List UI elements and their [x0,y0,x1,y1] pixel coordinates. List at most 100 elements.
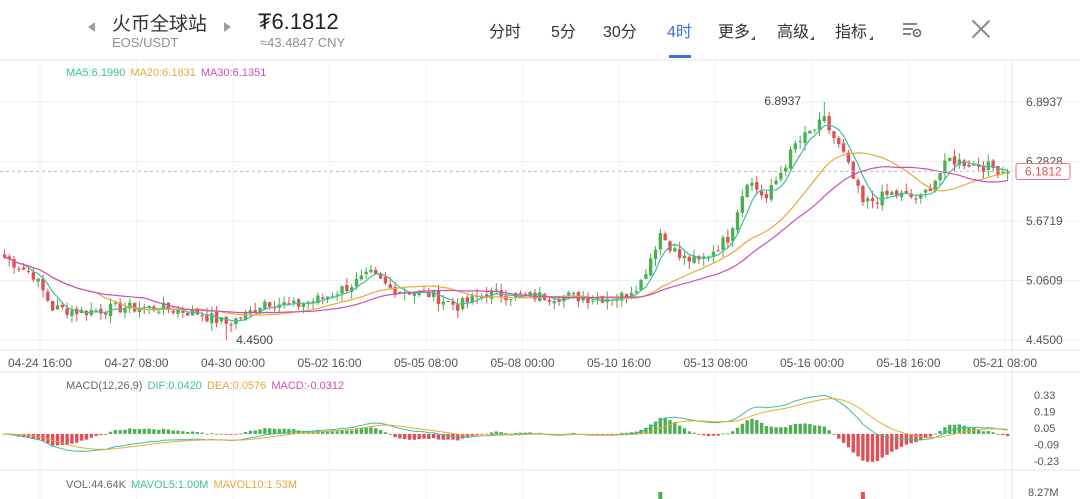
macd-bar [817,425,822,434]
chevron-left-icon[interactable] [88,22,95,32]
macd-bar [239,433,243,435]
tab-4hour[interactable]: 4时 [667,24,692,41]
volume-bar [658,492,663,499]
macd-bar [923,433,928,439]
macd-bar [972,427,976,434]
tab-advanced[interactable]: 高级 [777,24,810,41]
x-tick-label: 05-16 00:00 [780,356,844,370]
macd-bar [861,433,865,461]
candle-body [137,308,142,312]
candle-body [456,304,460,311]
macd-bar [214,433,219,435]
candle-body [123,308,127,313]
x-tick-label: 05-02 16:00 [297,356,361,370]
ma30-legend: MA30:6.1351 [200,67,267,79]
candle-body [157,311,161,313]
candle-body [682,255,687,259]
candle-body [567,292,571,296]
macd-tick-label: -0.23 [1034,456,1059,468]
macd-bar [808,424,812,434]
tab-5min[interactable]: 5分 [551,24,576,41]
candle-body [624,294,629,297]
macd-bar [779,427,783,434]
candle-body [528,291,532,296]
macd-bar [374,428,378,434]
macd-bar [50,433,55,446]
macd-bar [335,431,339,434]
macd-bar [75,433,79,443]
candle-body [431,290,436,297]
candle-body [981,165,986,172]
candle-body [22,267,26,270]
macd-bar [518,432,523,434]
candle-body [335,294,339,296]
x-tick-label: 05-21 08:00 [973,356,1037,370]
macd-bar [301,430,306,434]
dif-legend: DIF:0.0420 [147,380,202,392]
candle-body [171,311,175,313]
tab-timeshare[interactable]: 分时 [489,24,522,41]
candle-body [393,286,397,295]
active-tab-indicator [669,55,691,58]
macd-value-legend: MACD:-0.0312 [271,380,345,392]
candle-body [586,296,590,304]
tab-indicators[interactable]: 指标 [835,24,868,41]
candle-body [928,188,933,192]
settings-icon[interactable] [902,20,922,40]
candle-body [50,301,55,311]
macd-bar [615,433,619,435]
tab-30min[interactable]: 30分 [603,24,637,41]
candle-body [451,301,455,305]
candle-body [759,191,764,196]
volume-bar [860,492,865,499]
macd-bar [697,433,701,435]
macd-bar [957,424,962,434]
macd-bar [986,431,990,434]
macd-bar [682,428,687,434]
candle-body [210,313,214,324]
tab-more[interactable]: 更多 [718,24,751,41]
x-tick-label: 04-27 08:00 [104,356,168,370]
chevron-right-icon[interactable] [224,22,231,32]
macd-bar [263,428,267,434]
candle-body [571,292,576,295]
candle-body [938,173,942,181]
macd-bar [475,433,479,435]
macd-bar [798,423,802,434]
macd-bar [157,429,161,434]
candle-body [649,258,653,276]
macd-bar [730,431,735,434]
axes: 04-24 16:00 04-27 08:00 04-30 00:00 05-02 1… [0,94,1071,499]
macd-bar [60,433,64,446]
candle-body [866,198,870,202]
candle-body [359,275,363,280]
macd-bar [248,430,253,434]
candle-body [919,194,923,199]
macd-bar [407,433,412,440]
x-tick-label: 04-30 00:00 [201,356,265,370]
macd-bar [711,433,716,436]
candle-body [967,164,971,167]
candle-body [711,251,716,258]
macd-bar [123,429,127,434]
macd-bar [354,429,359,434]
macd-bar [981,431,986,434]
macd-bar [142,428,146,434]
macd-bar [938,430,942,434]
macd-bar [417,433,421,440]
candle-body [340,286,344,294]
chevron-down-icon [751,36,755,40]
candle-body [219,317,224,322]
macd-bar [822,426,827,434]
macd-bar [321,430,325,434]
macd-bar [899,433,904,447]
current-price-label: 6.1812 [1025,164,1062,178]
macd-params: MACD(12,26,9) [66,380,143,392]
candle-body [692,255,696,264]
candle-body [779,172,783,180]
macd-bar [152,429,156,434]
candle-body [552,301,556,304]
macd-legend: MACD(12,26,9) DIF:0.0420 DEA:0.0576 MACD… [66,380,346,392]
candle-body [764,194,769,199]
